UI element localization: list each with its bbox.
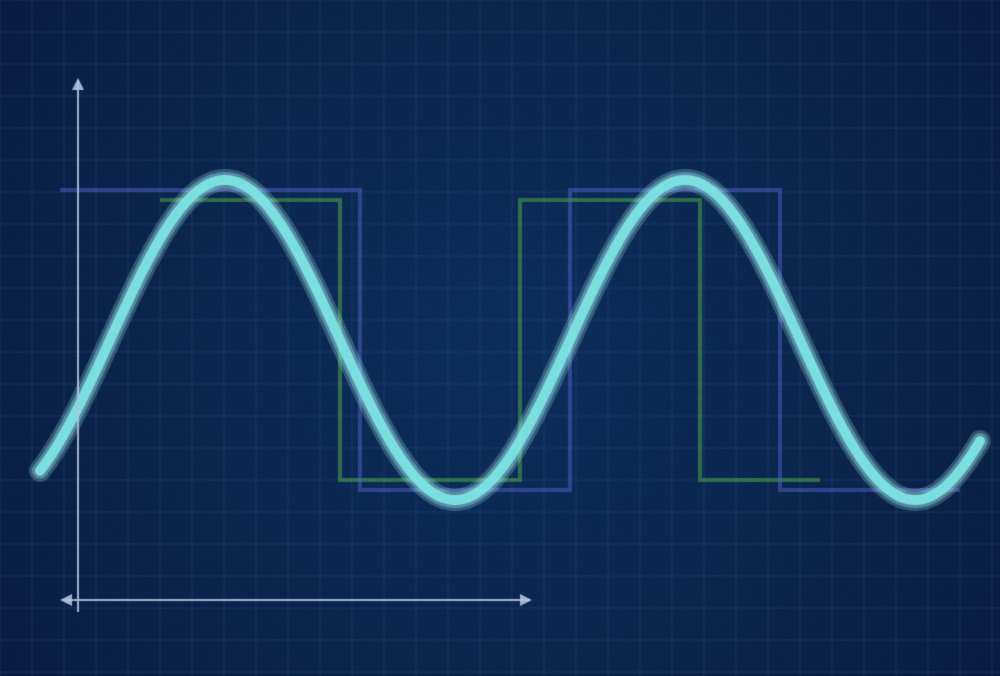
oscilloscope-chart	[0, 0, 1000, 676]
